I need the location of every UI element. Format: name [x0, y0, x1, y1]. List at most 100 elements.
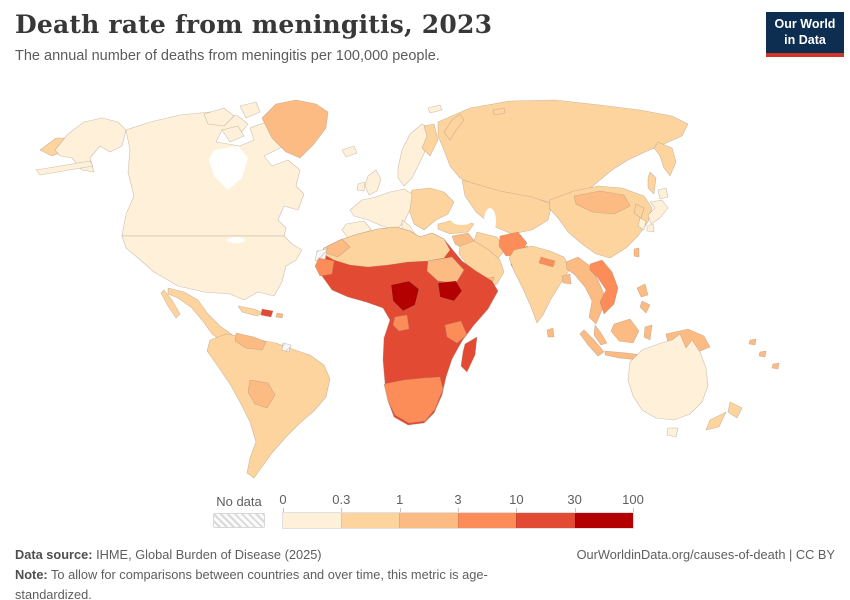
owid-logo-line2: in Data	[784, 32, 826, 47]
country-pacific-islands[interactable]	[771, 362, 780, 370]
country-sri-lanka[interactable]	[546, 327, 555, 338]
country-europe-west[interactable]	[349, 188, 413, 231]
owid-link[interactable]: OurWorldinData.org/causes-of-death	[576, 547, 786, 562]
footer-separator: |	[785, 547, 796, 562]
no-data-swatch[interactable]	[213, 513, 265, 528]
great-lakes	[227, 237, 245, 243]
country-north-africa[interactable]	[322, 226, 451, 268]
country-kamchatka[interactable]	[653, 141, 677, 177]
legend-tick-label: 1	[396, 492, 404, 507]
legend-bin-3-10[interactable]	[457, 513, 516, 528]
country-sulawesi[interactable]	[643, 324, 653, 341]
country-taiwan[interactable]	[633, 247, 640, 258]
country-usa[interactable]	[121, 235, 303, 301]
world-map	[0, 88, 850, 490]
country-mauritania-senegal[interactable]	[314, 257, 335, 277]
country-bangladesh[interactable]	[561, 273, 572, 285]
country-new-zealand-north[interactable]	[727, 401, 743, 419]
legend-colorbar-segments	[282, 512, 634, 529]
caspian-sea	[484, 208, 496, 234]
license-badge: CC BY	[795, 547, 835, 562]
footer-right: OurWorldinData.org/causes-of-death | CC …	[557, 545, 835, 565]
country-tanzania[interactable]	[444, 320, 468, 344]
country-finland[interactable]	[421, 123, 439, 157]
country-japan-kyushu[interactable]	[646, 223, 655, 233]
country-north-korea[interactable]	[633, 203, 645, 219]
country-ireland[interactable]	[356, 181, 366, 192]
country-japan-hokkaido[interactable]	[657, 187, 669, 200]
country-french-guiana[interactable]	[281, 342, 292, 353]
legend-tick-mark	[341, 508, 343, 512]
country-hispaniola[interactable]	[260, 308, 274, 318]
country-venezuela[interactable]	[234, 332, 267, 351]
country-south-sudan[interactable]	[437, 280, 463, 302]
country-puerto-rico[interactable]	[275, 312, 284, 319]
country-sakhalin[interactable]	[647, 171, 657, 195]
country-novaya-zemlya[interactable]	[443, 113, 465, 141]
country-new-zealand-south[interactable]	[705, 411, 727, 431]
country-mongolia[interactable]	[573, 190, 631, 215]
note-line: Note: To allow for comparisons between c…	[15, 565, 557, 600]
country-nepal[interactable]	[538, 256, 556, 268]
legend-bin-1-3[interactable]	[399, 513, 458, 528]
legend-bin-30-100[interactable]	[574, 513, 633, 528]
country-arctic-islands[interactable]	[203, 107, 235, 127]
legend-tick-labels: 0 0.3 1 3 10 30 100	[279, 492, 643, 507]
note-text: To allow for comparisons between countri…	[15, 566, 488, 600]
chart-subtitle: The annual number of deaths from meningi…	[15, 48, 440, 64]
country-alaska[interactable]	[54, 117, 127, 173]
country-greenland[interactable]	[261, 99, 329, 159]
country-severnaya-zemlya[interactable]	[492, 107, 506, 116]
country-philippines[interactable]	[636, 283, 649, 298]
country-india[interactable]	[508, 245, 571, 324]
country-bolivia-paraguay[interactable]	[247, 379, 276, 409]
country-cuba[interactable]	[237, 305, 264, 317]
legend-tick-label: 30	[567, 492, 582, 507]
country-sumatra[interactable]	[579, 329, 605, 357]
legend-tick-mark	[574, 508, 576, 512]
country-aleutians[interactable]	[35, 160, 94, 176]
country-australia[interactable]	[627, 333, 709, 421]
country-japan-honshu[interactable]	[647, 199, 669, 225]
legend-tick-label: 10	[509, 492, 524, 507]
world-map-svg	[35, 99, 780, 479]
legend-tick-mark	[458, 508, 459, 512]
data-source-label: Data source:	[15, 547, 93, 562]
legend-bin-10-30[interactable]	[516, 513, 575, 528]
country-nigeria[interactable]	[390, 280, 420, 312]
legend-bin-0.3-1[interactable]	[340, 513, 399, 528]
country-gabon[interactable]	[392, 314, 410, 332]
legend-no-data[interactable]: No data	[213, 494, 265, 528]
country-central-asia[interactable]	[461, 179, 553, 235]
country-philippines[interactable]	[639, 300, 651, 314]
country-southern-africa[interactable]	[383, 376, 444, 424]
note-label: Note:	[15, 566, 48, 582]
country-arctic-islands[interactable]	[221, 125, 245, 143]
owid-logo-line1: Our World	[774, 17, 836, 31]
footer-left: Data source: IHME, Global Burden of Dise…	[15, 545, 557, 600]
country-malay-peninsula[interactable]	[593, 324, 608, 346]
hudson-bay	[209, 146, 248, 190]
legend-tick-mark	[283, 508, 284, 512]
chart-title: Death rate from meningitis, 2023	[15, 10, 493, 39]
country-laos-vietnam[interactable]	[589, 259, 619, 315]
country-tasmania[interactable]	[666, 427, 679, 438]
legend-tick-mark	[516, 508, 518, 512]
country-fiji[interactable]	[758, 350, 767, 358]
country-arctic-islands[interactable]	[239, 101, 261, 119]
country-iceland[interactable]	[341, 145, 358, 158]
country-uk[interactable]	[364, 169, 382, 196]
owid-logo[interactable]: Our World in Data	[766, 12, 844, 58]
country-baja[interactable]	[160, 289, 181, 319]
legend-tick-label: 3	[454, 492, 462, 507]
legend-colorbar: 0 0.3 1 3 10 30 100	[279, 492, 644, 529]
country-south-korea[interactable]	[637, 217, 647, 231]
country-pacific-islands[interactable]	[748, 338, 757, 346]
country-madagascar[interactable]	[460, 336, 478, 373]
country-russia[interactable]	[437, 99, 689, 205]
country-borneo[interactable]	[610, 318, 640, 344]
country-svalbard[interactable]	[427, 104, 443, 114]
black-sea	[451, 215, 473, 225]
legend-tick-label: 100	[622, 492, 644, 507]
legend-bin-0-0.3[interactable]	[283, 513, 341, 528]
